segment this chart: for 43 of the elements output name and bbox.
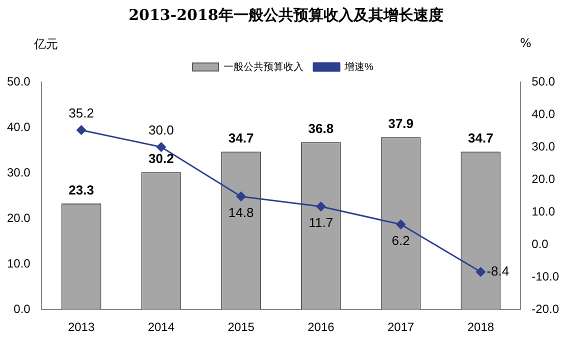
data-label: 6.2 bbox=[392, 232, 410, 248]
y-tick-label: 20.0 bbox=[6, 210, 31, 225]
point bbox=[76, 125, 86, 135]
y-tick-label: 50.0 bbox=[6, 74, 31, 88]
x-tick-label: 2017 bbox=[387, 320, 414, 334]
y2-tick-label: -20.0 bbox=[532, 302, 560, 316]
y2-tick-label: -10.0 bbox=[532, 269, 560, 284]
y2-axis-title: % bbox=[520, 36, 532, 50]
y2-tick-label: 30.0 bbox=[532, 139, 556, 154]
y-tick-label: 10.0 bbox=[6, 256, 31, 270]
x-tick-label: 2015 bbox=[228, 320, 255, 334]
point bbox=[156, 142, 166, 152]
y2-tick-label: 0.0 bbox=[532, 236, 549, 251]
x-tick-label: 2016 bbox=[308, 320, 335, 334]
x-tick-label: 2013 bbox=[68, 320, 95, 334]
x-tick-label: 2018 bbox=[467, 320, 494, 334]
y2-tick-label: 40.0 bbox=[532, 106, 556, 121]
data-label: -8.4 bbox=[486, 263, 510, 278]
point bbox=[476, 267, 486, 277]
data-label: 36.8 bbox=[308, 121, 334, 136]
data-label: 34.7 bbox=[468, 130, 494, 146]
y2-tick-label: 10.0 bbox=[532, 204, 556, 218]
data-label: 11.7 bbox=[308, 215, 334, 230]
data-label: 37.9 bbox=[388, 116, 414, 132]
legend-label: 增速% bbox=[344, 60, 374, 73]
legend-label: 一般公共预算收入 bbox=[224, 60, 304, 73]
y-tick-label: 30.0 bbox=[6, 165, 31, 180]
data-label: 30.0 bbox=[148, 122, 174, 138]
data-label: 34.7 bbox=[228, 130, 254, 146]
point bbox=[396, 220, 406, 230]
y2-tick-label: 20.0 bbox=[532, 172, 556, 186]
data-label: 30.2 bbox=[148, 151, 174, 166]
data-label: 14.8 bbox=[228, 205, 254, 220]
data-label: 35.2 bbox=[68, 106, 94, 121]
chart-title: 2013-2018年一般公共预算收入及其增长速度 bbox=[128, 6, 444, 25]
x-tick-label: 2014 bbox=[148, 320, 175, 334]
point bbox=[236, 192, 246, 202]
point bbox=[316, 202, 326, 212]
y2-tick-label: 50.0 bbox=[532, 74, 556, 88]
y-tick-label: 0.0 bbox=[14, 302, 31, 316]
y-axis-title: 亿元 bbox=[34, 36, 58, 53]
data-label: 23.3 bbox=[68, 182, 94, 198]
y-tick-label: 40.0 bbox=[6, 120, 31, 134]
